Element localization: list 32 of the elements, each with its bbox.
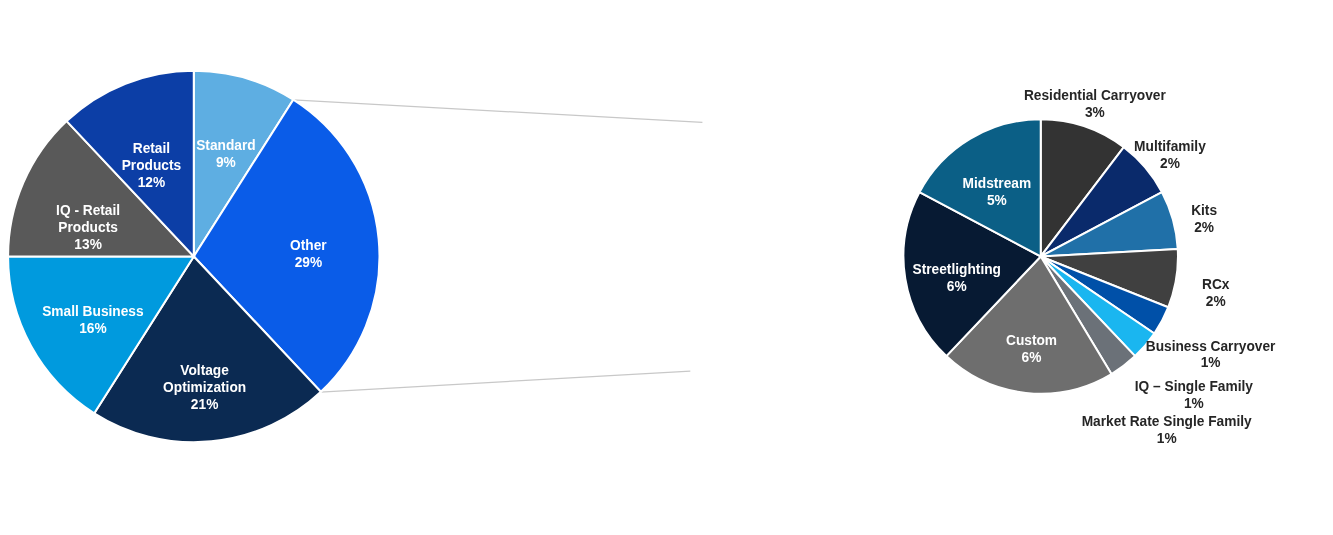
slice-label: Residential Carryover — [1023, 87, 1167, 103]
slice-label: Other — [290, 237, 328, 253]
data-label: 16% — [79, 320, 107, 336]
data-label: 6% — [1021, 350, 1042, 366]
data-label: 13% — [74, 236, 102, 252]
slice-label: Multifamily — [1134, 138, 1207, 154]
slice-label: Business Carryover — [1145, 338, 1277, 354]
slice-label: Standard — [196, 137, 256, 153]
data-label: 6% — [946, 279, 967, 295]
data-label: 29% — [294, 254, 323, 270]
data-label: 1% — [1183, 395, 1204, 411]
slice-label: RCx — [1202, 277, 1230, 293]
slice-label: IQ – Single Family — [1134, 378, 1254, 394]
slice-label: Streetlighting — [912, 262, 1001, 278]
data-label: 2% — [1194, 220, 1215, 236]
data-label: 12% — [137, 175, 166, 191]
slice-label: Market Rate Single Family — [1081, 414, 1253, 430]
slice-label: Custom — [1005, 333, 1058, 349]
data-label: 1% — [1156, 431, 1177, 447]
data-label: 3% — [1084, 104, 1105, 120]
slice-label: Midstream — [962, 175, 1032, 191]
slice-label: Small Business — [42, 303, 144, 319]
data-label: 5% — [986, 192, 1007, 208]
slice-label: IQ - Retail Products — [56, 202, 121, 235]
data-label: 21% — [190, 397, 219, 413]
slice-label: Retail Products — [121, 141, 182, 174]
slice-label: Kits — [1191, 203, 1218, 219]
slice-label: Voltage Optimization — [163, 363, 247, 396]
data-label: 9% — [215, 154, 236, 170]
data-label: 1% — [1200, 355, 1221, 371]
data-label: 2% — [1160, 155, 1180, 171]
data-label: 2% — [1205, 294, 1226, 310]
